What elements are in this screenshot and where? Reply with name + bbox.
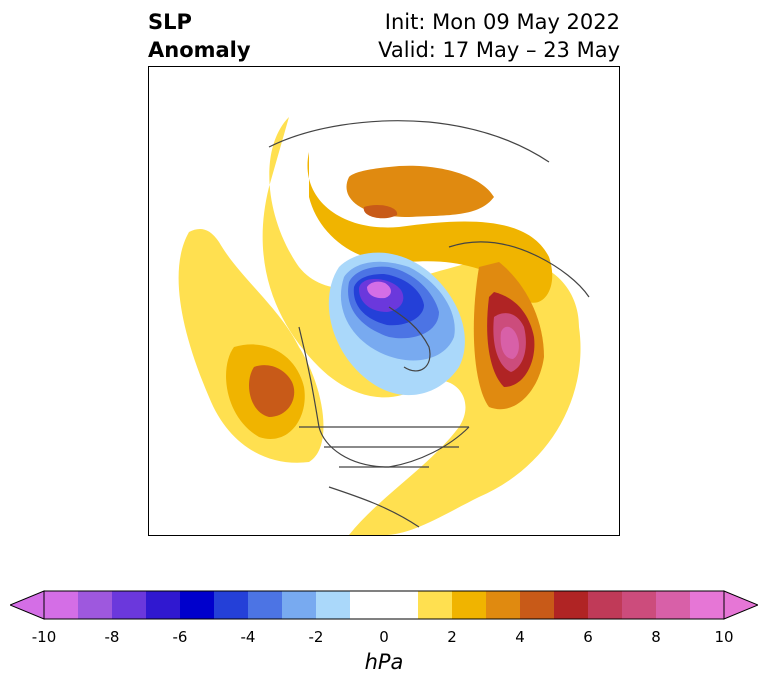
colorbar-segment (520, 591, 555, 619)
colorbar-max-extend (723, 590, 758, 620)
colorbar-segment (588, 591, 623, 619)
colorbar-outline (43, 590, 725, 620)
colorbar-segment (452, 591, 487, 619)
map-title: SLP Anomaly (148, 8, 251, 64)
map-panel (148, 66, 620, 536)
colorbar-segment (248, 591, 283, 619)
colorbar-segment (146, 591, 181, 619)
colorbar-tick-label: -8 (104, 628, 120, 646)
slp-anomaly-map (178, 117, 590, 535)
valid-period: Init: Mon 09 May 2022 Valid: 17 May – 23… (378, 8, 620, 64)
title-line-1: SLP (148, 10, 192, 34)
colorbar-segment (690, 591, 725, 619)
colorbar-segment (622, 591, 657, 619)
title-line-2: Anomaly (148, 38, 251, 62)
colorbar-min-extend (10, 590, 45, 620)
colorbar-tick-label: 8 (651, 628, 661, 646)
colorbar-segment (486, 591, 521, 619)
colorbar-tick-label: -4 (240, 628, 256, 646)
colorbar-segment (350, 591, 385, 619)
colorbar (10, 590, 758, 620)
colorbar-unit: hPa (364, 650, 404, 674)
colorbar-tick-label: -2 (308, 628, 324, 646)
colorbar-segment (112, 591, 147, 619)
colorbar-segment (554, 591, 589, 619)
valid-range: Valid: 17 May – 23 May (378, 38, 620, 62)
colorbar-segment (214, 591, 249, 619)
colorbar-segment (384, 591, 419, 619)
colorbar-tick-label: 4 (515, 628, 525, 646)
colorbar-segment (282, 591, 317, 619)
colorbar-segment (418, 591, 453, 619)
pacific-positive-anomaly (178, 229, 324, 463)
colorbar-tick-label: -6 (172, 628, 188, 646)
colorbar-segment (316, 591, 351, 619)
colorbar-segment (44, 591, 79, 619)
arctic-negative-anomaly (328, 252, 465, 396)
colorbar-tick-label: 6 (583, 628, 593, 646)
colorbar-tick-label: -10 (31, 628, 57, 646)
coastlines (268, 120, 590, 528)
colorbar-tick-label: 0 (379, 628, 389, 646)
colorbar-segment (78, 591, 113, 619)
colorbar-segment (656, 591, 691, 619)
colorbar-tick-label: 2 (447, 628, 457, 646)
init-date: Init: Mon 09 May 2022 (384, 10, 620, 34)
colorbar-tick-label: 10 (714, 628, 734, 646)
colorbar-segment (180, 591, 215, 619)
